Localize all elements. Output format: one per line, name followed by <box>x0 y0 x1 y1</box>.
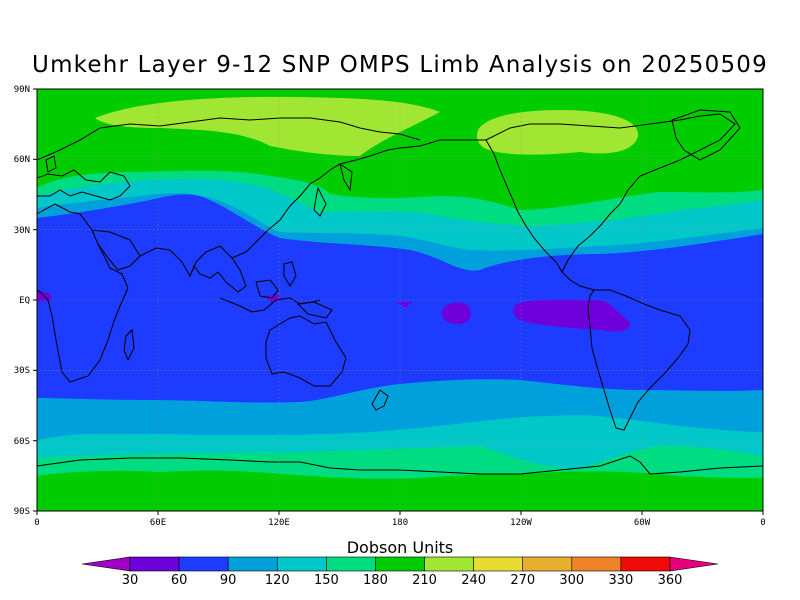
colorbar-swatch <box>571 556 622 572</box>
colorbar: 30 60 90 120 150 180 210 240 270 300 330 360 <box>81 556 719 588</box>
coast-russia-north <box>37 117 421 161</box>
lon-labels: 0 60E 120E 180 120W 60W 0 <box>34 518 765 528</box>
colorbar-swatch <box>522 556 573 572</box>
colorbar-level-label: 150 <box>314 573 339 588</box>
colorbar-title: Dobson Units <box>347 538 454 557</box>
lat-labels: 90N 60N 30N EQ 30S 60S 90S <box>14 85 30 517</box>
coast-greenland <box>671 109 741 161</box>
colorbar-swatch <box>620 556 671 572</box>
lon-label: 180 <box>392 518 408 528</box>
colorbar-level-label: 120 <box>265 573 290 588</box>
colorbar-level-label: 90 <box>220 573 237 588</box>
coast-philippines <box>283 261 297 287</box>
coast-south-america <box>587 289 691 431</box>
lat-label: 30N <box>14 226 30 236</box>
lon-label: 0 <box>760 518 765 528</box>
coast-africa <box>37 203 129 383</box>
lat-label: 60N <box>14 155 30 165</box>
coast-newguinea <box>296 301 333 319</box>
equatorial-min-pacific <box>513 299 631 332</box>
lon-label: 60W <box>634 518 651 528</box>
coast-madagascar <box>123 328 135 362</box>
colorbar-level-label: 330 <box>608 573 633 588</box>
colorbar-swatch <box>375 556 425 572</box>
colorbar-level-label: 60 <box>171 573 188 588</box>
colorbar-level-label: 270 <box>510 573 535 588</box>
gridlines <box>37 89 763 511</box>
equatorial-min-central <box>441 302 471 324</box>
sh-polar-band <box>37 470 763 511</box>
colorbar-level-label: 360 <box>658 573 683 588</box>
lat-label: EQ <box>19 296 30 306</box>
coast-arabia <box>91 229 141 271</box>
coast-uk <box>45 155 57 173</box>
lat-label: 30S <box>14 366 30 376</box>
colorbar-level-label: 30 <box>122 573 139 588</box>
colorbar-level-label: 240 <box>461 573 486 588</box>
colorbar-swatch <box>227 556 278 572</box>
coast-na-west <box>485 139 563 273</box>
sh-120-band <box>37 412 763 469</box>
tick-marks <box>33 88 764 515</box>
coast-antarctica <box>37 455 763 475</box>
lon-label: 0 <box>34 518 39 528</box>
polar-high-patch-eurasia <box>95 96 440 156</box>
colorbar-swatch <box>178 556 229 572</box>
lat-label: 90S <box>14 507 30 517</box>
coastlines <box>37 109 763 475</box>
lat-label: 60S <box>14 437 30 447</box>
coast-nz <box>371 389 389 411</box>
colorbar-level-label: 180 <box>363 573 388 588</box>
lon-label: 120E <box>268 518 290 528</box>
colorbar-swatch <box>276 556 327 572</box>
coast-europe <box>37 169 131 201</box>
colorbar-swatch <box>326 556 376 572</box>
lon-label: 120W <box>510 518 532 528</box>
colorbar-arrow-high <box>669 556 719 572</box>
lon-label: 60E <box>150 518 166 528</box>
coast-borneo <box>255 279 279 299</box>
colorbar-swatch <box>473 556 524 572</box>
equatorial-min-dateline <box>396 302 412 308</box>
colorbar-level-label: 300 <box>559 573 584 588</box>
colorbar-swatch <box>129 556 180 572</box>
map-title: Umkehr Layer 9-12 SNP OMPS Limb Analysis… <box>32 52 768 78</box>
coast-australia <box>265 315 347 387</box>
coast-japan <box>313 186 327 217</box>
colorbar-arrow-low <box>81 556 131 572</box>
polar-high-patch-arctic <box>476 110 639 155</box>
coast-asia-south <box>139 245 247 293</box>
coast-kamchatka <box>339 162 353 192</box>
coast-asia-east <box>231 139 486 259</box>
lat-label: 90N <box>14 85 30 95</box>
colorbar-swatch <box>424 556 474 572</box>
coast-north-america <box>485 113 736 291</box>
colorbar-level-label: 210 <box>412 573 437 588</box>
